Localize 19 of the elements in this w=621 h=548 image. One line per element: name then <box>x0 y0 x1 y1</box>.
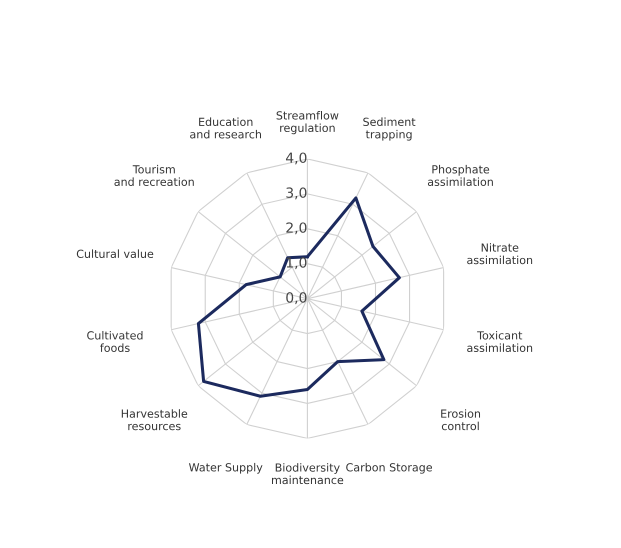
y-tick-label: 3,0 <box>286 187 306 200</box>
spoke-label: Harvestable resources <box>122 409 188 430</box>
y-tick-label: 1,0 <box>286 257 306 270</box>
spoke-label: Toxicant assimilation <box>467 330 532 352</box>
spoke-label: Carbon Storage <box>346 462 432 474</box>
spoke-label: Cultural value <box>76 249 154 258</box>
spoke-label: Water Supply <box>188 462 262 474</box>
spoke-label: Streamflow regulation <box>276 111 338 134</box>
spoke-label: Education and research <box>190 117 262 138</box>
spoke-label: Biodiversity maintenance <box>272 463 344 484</box>
y-tick-label: 4,0 <box>286 152 306 164</box>
spoke-label: Cultivated foods <box>87 330 142 352</box>
y-tick-label: 2,0 <box>286 222 306 234</box>
spoke-label: Erosion control <box>441 409 480 430</box>
spoke-label: Nitrate assimilation <box>467 243 532 264</box>
spoke-label: Tourism and recreation <box>114 164 194 186</box>
spoke-label: Phosphate assimilation <box>428 164 493 186</box>
y-tick-label: 0,0 <box>286 292 306 304</box>
spoke-label: Sediment trapping <box>363 117 416 141</box>
